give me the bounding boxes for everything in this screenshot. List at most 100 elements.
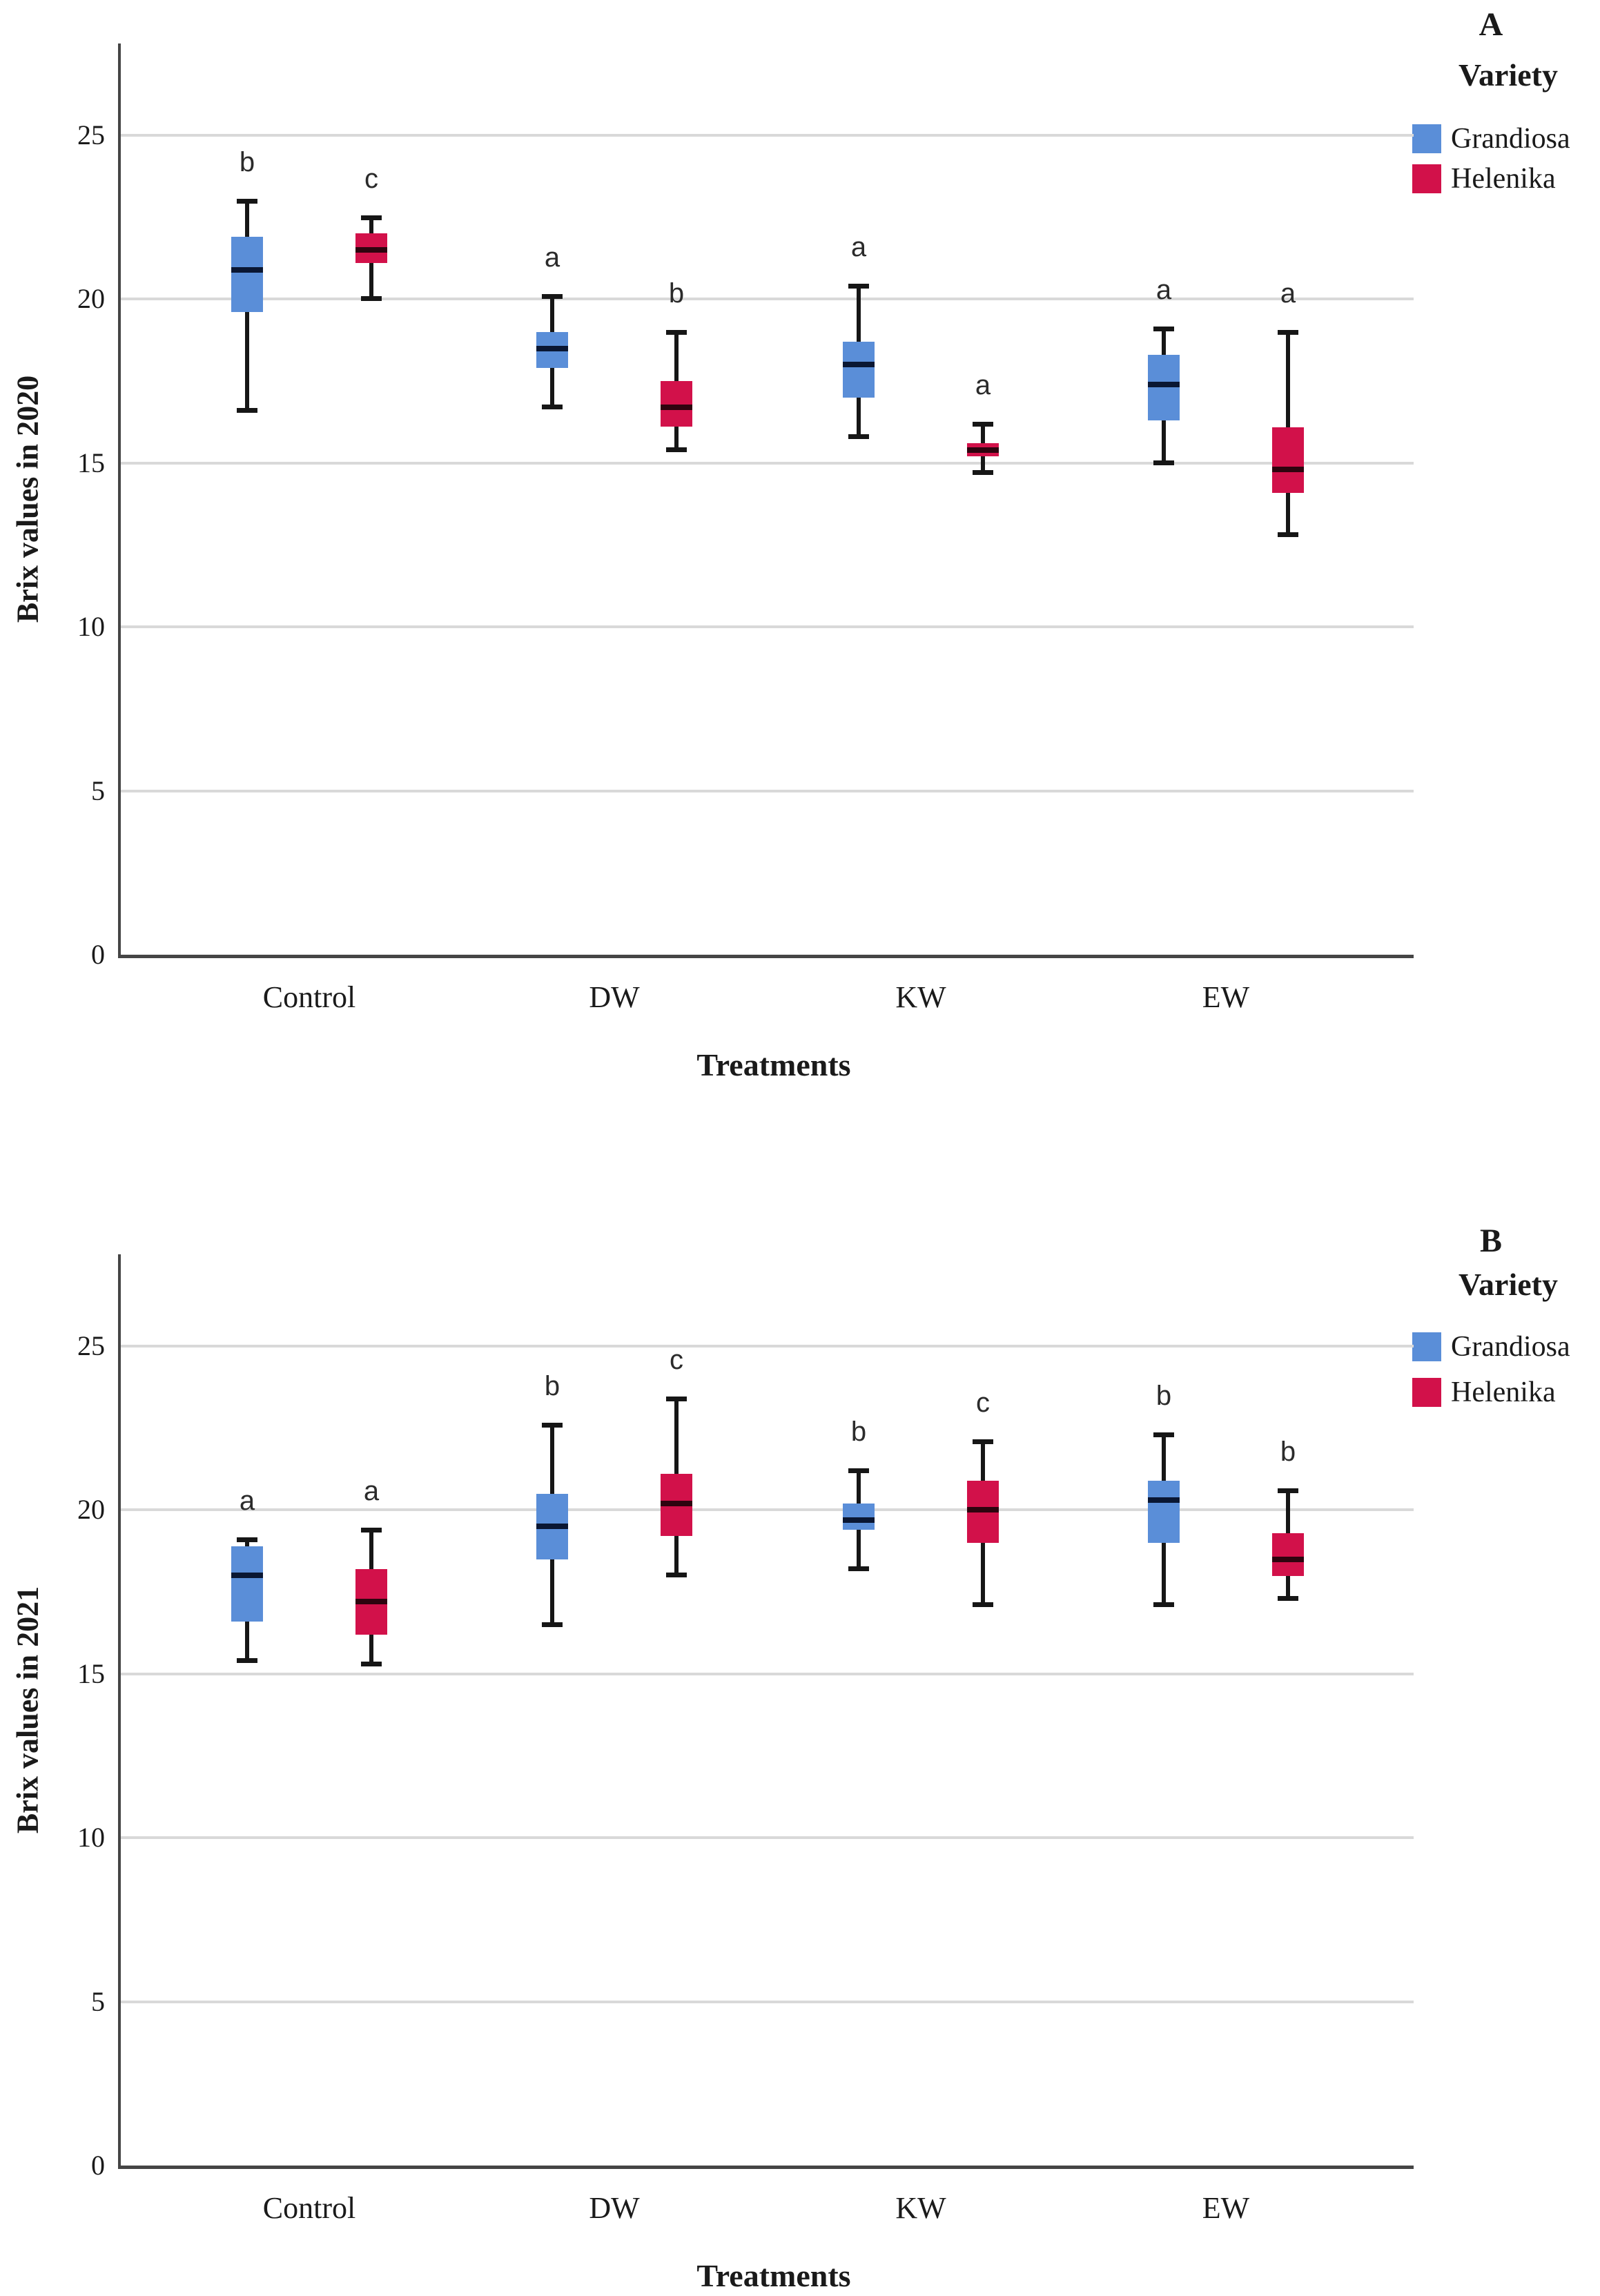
whisker-cap-bottom-helenika-kw [973, 1602, 993, 1607]
whisker-cap-top-helenika-control [361, 1528, 382, 1533]
whisker-cap-top-grandiosa-dw [542, 1423, 563, 1428]
helenika-swatch [1412, 164, 1441, 193]
y-tick-label: 0 [91, 939, 105, 970]
x-axis-title: Treatments [696, 1047, 851, 1082]
whisker-cap-top-helenika-kw [973, 1439, 993, 1444]
y-tick-label: 20 [77, 1494, 105, 1525]
significance-letter-grandiosa-dw: b [544, 1371, 560, 1401]
median-line-grandiosa-ew [1148, 1497, 1180, 1503]
y-tick-label: 20 [77, 283, 105, 314]
y-tick-label: 25 [77, 119, 105, 150]
whisker-cap-top-helenika-ew [1278, 1488, 1298, 1493]
gridline-25 [121, 134, 1414, 137]
median-line-helenika-dw [661, 1501, 692, 1506]
box-helenika-dw [661, 381, 692, 427]
whisker-cap-bottom-grandiosa-ew [1153, 460, 1174, 465]
significance-letter-helenika-control: c [364, 164, 378, 194]
grandiosa-swatch [1412, 1332, 1441, 1361]
gridline-5 [121, 790, 1414, 792]
x-axis-line [118, 2166, 1414, 2169]
whisker-cap-top-helenika-kw [973, 422, 993, 427]
significance-letter-helenika-control: a [363, 1476, 380, 1506]
gridline-15 [121, 1673, 1414, 1675]
gridline-20 [121, 298, 1414, 300]
y-axis-line [118, 1254, 121, 2169]
y-tick-label: 15 [77, 1658, 105, 1689]
significance-letter-helenika-ew: a [1280, 278, 1296, 309]
significance-letter-grandiosa-ew: b [1155, 1381, 1172, 1411]
y-axis-line [118, 43, 121, 958]
median-line-grandiosa-dw [536, 346, 568, 351]
x-tick-label-dw: DW [589, 980, 640, 1014]
significance-letter-helenika-dw: c [670, 1345, 683, 1375]
median-line-grandiosa-kw [843, 362, 875, 367]
whisker-cap-bottom-helenika-kw [973, 470, 993, 475]
significance-letter-helenika-kw: a [975, 370, 991, 400]
significance-letter-grandiosa-control: b [239, 147, 255, 177]
whisker-cap-top-helenika-control [361, 215, 382, 220]
helenika-swatch [1412, 1378, 1441, 1407]
significance-letter-helenika-ew: b [1280, 1437, 1296, 1467]
median-line-grandiosa-ew [1148, 382, 1180, 387]
whisker-cap-bottom-helenika-control [361, 296, 382, 301]
whisker-cap-top-grandiosa-control [237, 1537, 257, 1542]
x-tick-label-ew: EW [1202, 2191, 1250, 2225]
whisker-cap-bottom-helenika-control [361, 1662, 382, 1666]
whisker-cap-top-grandiosa-ew [1153, 327, 1174, 331]
box-grandiosa-kw [843, 342, 875, 398]
y-tick-label: 10 [77, 1822, 105, 1853]
x-axis-line [118, 955, 1414, 958]
whisker-cap-bottom-grandiosa-ew [1153, 1602, 1174, 1607]
significance-letter-grandiosa-ew: a [1155, 275, 1172, 305]
x-tick-label-ew: EW [1202, 980, 1250, 1014]
median-line-helenika-ew [1272, 467, 1304, 472]
box-grandiosa-ew [1148, 355, 1180, 420]
whisker-cap-bottom-helenika-ew [1278, 532, 1298, 537]
median-line-helenika-ew [1272, 1557, 1304, 1562]
legend-title: Variety [1458, 57, 1558, 93]
legend-label-helenika: Helenika [1451, 163, 1556, 195]
whisker-cap-bottom-helenika-dw [666, 1573, 687, 1577]
gridline-10 [121, 625, 1414, 628]
whisker-cap-bottom-grandiosa-kw [848, 1566, 869, 1571]
panel-letter-a: A [1479, 6, 1503, 43]
panel-letter-b: B [1479, 1223, 1502, 1259]
box-grandiosa-ew [1148, 1481, 1180, 1543]
legend-title: Variety [1458, 1267, 1558, 1302]
legend-label-grandiosa: Grandiosa [1451, 123, 1570, 155]
legend-label-grandiosa: Grandiosa [1451, 1331, 1570, 1363]
y-tick-label: 5 [91, 1986, 105, 2017]
gridline-15 [121, 462, 1414, 465]
median-line-grandiosa-dw [536, 1524, 568, 1529]
whisker-cap-top-grandiosa-control [237, 199, 257, 204]
x-tick-label-control: Control [262, 2191, 356, 2225]
grandiosa-swatch [1412, 124, 1441, 153]
median-line-grandiosa-control [231, 1573, 263, 1578]
median-line-helenika-dw [661, 405, 692, 410]
significance-letter-grandiosa-kw: a [850, 232, 867, 262]
whisker-cap-bottom-grandiosa-dw [542, 405, 563, 409]
significance-letter-helenika-kw: c [976, 1388, 990, 1418]
whisker-cap-top-helenika-dw [666, 1397, 687, 1401]
box-helenika-ew [1272, 1533, 1304, 1576]
whisker-cap-top-grandiosa-kw [848, 284, 869, 289]
x-axis-title: Treatments [696, 2258, 851, 2293]
gridline-25 [121, 1345, 1414, 1348]
x-tick-label-kw: KW [895, 980, 946, 1014]
gridline-10 [121, 1836, 1414, 1839]
box-grandiosa-control [231, 1546, 263, 1622]
box-grandiosa-kw [843, 1504, 875, 1530]
whisker-cap-top-helenika-dw [666, 330, 687, 335]
whisker-cap-bottom-helenika-dw [666, 447, 687, 452]
significance-letter-grandiosa-kw: b [850, 1417, 867, 1447]
significance-letter-helenika-dw: b [668, 278, 685, 309]
whisker-cap-bottom-grandiosa-kw [848, 434, 869, 439]
box-helenika-ew [1272, 427, 1304, 493]
whisker-cap-top-grandiosa-ew [1153, 1432, 1174, 1437]
median-line-helenika-kw [967, 1507, 999, 1512]
y-tick-label: 10 [77, 611, 105, 642]
gridline-5 [121, 2001, 1414, 2003]
y-tick-label: 15 [77, 447, 105, 478]
